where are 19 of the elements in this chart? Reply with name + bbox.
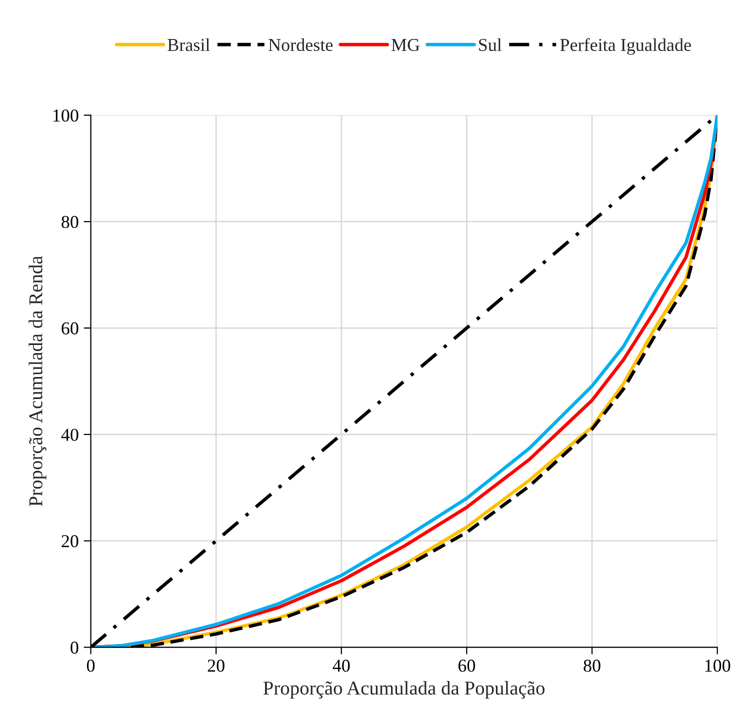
- y-tick-label: 100: [53, 109, 78, 122]
- legend-label: MG: [392, 38, 420, 52]
- y-tick-label: 0: [70, 642, 78, 654]
- x-axis-title: Proporção Acumulada da População: [263, 681, 545, 699]
- y-axis-title: Proporção Acumulada da Renda: [28, 256, 46, 506]
- y-tick-label: 40: [61, 428, 78, 441]
- x-tick-label: 20: [208, 660, 224, 672]
- legend-label: Perfeita Igualdade: [560, 38, 691, 55]
- x-tick-label: 0: [86, 660, 95, 672]
- y-tick-label: 20: [62, 535, 78, 548]
- x-tick-label: 80: [584, 660, 600, 672]
- legend-label: Sul: [479, 38, 502, 52]
- legend-label: Nordeste: [268, 38, 333, 52]
- x-tick-label: 60: [458, 660, 476, 672]
- x-tick-label: 40: [332, 660, 350, 672]
- x-tick-label: 100: [705, 660, 730, 672]
- legend-label: Brasil: [168, 38, 210, 52]
- y-tick-label: 60: [62, 322, 78, 334]
- y-tick-label: 80: [62, 216, 78, 228]
